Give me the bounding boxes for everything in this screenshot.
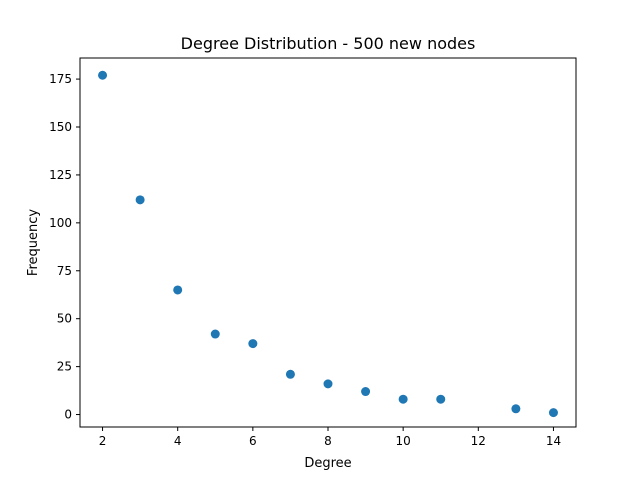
y-tick-label: 25 — [57, 360, 72, 374]
x-tick-label: 10 — [396, 434, 411, 448]
data-point — [511, 404, 521, 414]
x-tick-label: 6 — [249, 434, 257, 448]
x-tick-label: 2 — [99, 434, 107, 448]
y-tick-label: 175 — [49, 72, 72, 86]
x-tick-label: 14 — [546, 434, 561, 448]
data-points — [98, 70, 558, 418]
y-tick-label: 150 — [49, 120, 72, 134]
data-point — [323, 379, 333, 389]
data-point — [285, 369, 295, 379]
x-axis-label: Degree — [304, 456, 351, 471]
data-point — [135, 195, 145, 205]
y-axis-label: Frequency — [26, 209, 41, 276]
data-point — [548, 408, 558, 418]
x-tick-label: 12 — [471, 434, 486, 448]
data-point — [398, 394, 408, 404]
data-point — [210, 329, 220, 339]
y-tick-label: 125 — [49, 168, 72, 182]
data-point — [361, 387, 371, 397]
x-tick-label: 8 — [324, 434, 332, 448]
x-tick-label: 4 — [174, 434, 182, 448]
chart-title: Degree Distribution - 500 new nodes — [181, 34, 476, 53]
data-point — [173, 285, 183, 295]
y-axis: 0 25 50 75 100 125 150 175 — [49, 72, 80, 422]
y-tick-label: 75 — [57, 264, 72, 278]
data-point — [436, 394, 446, 404]
y-tick-label: 50 — [57, 312, 72, 326]
data-point — [248, 339, 258, 349]
x-axis: 2 4 6 8 10 12 14 — [99, 427, 561, 448]
y-tick-label: 100 — [49, 216, 72, 230]
y-tick-label: 0 — [64, 408, 72, 422]
data-point — [98, 70, 108, 80]
